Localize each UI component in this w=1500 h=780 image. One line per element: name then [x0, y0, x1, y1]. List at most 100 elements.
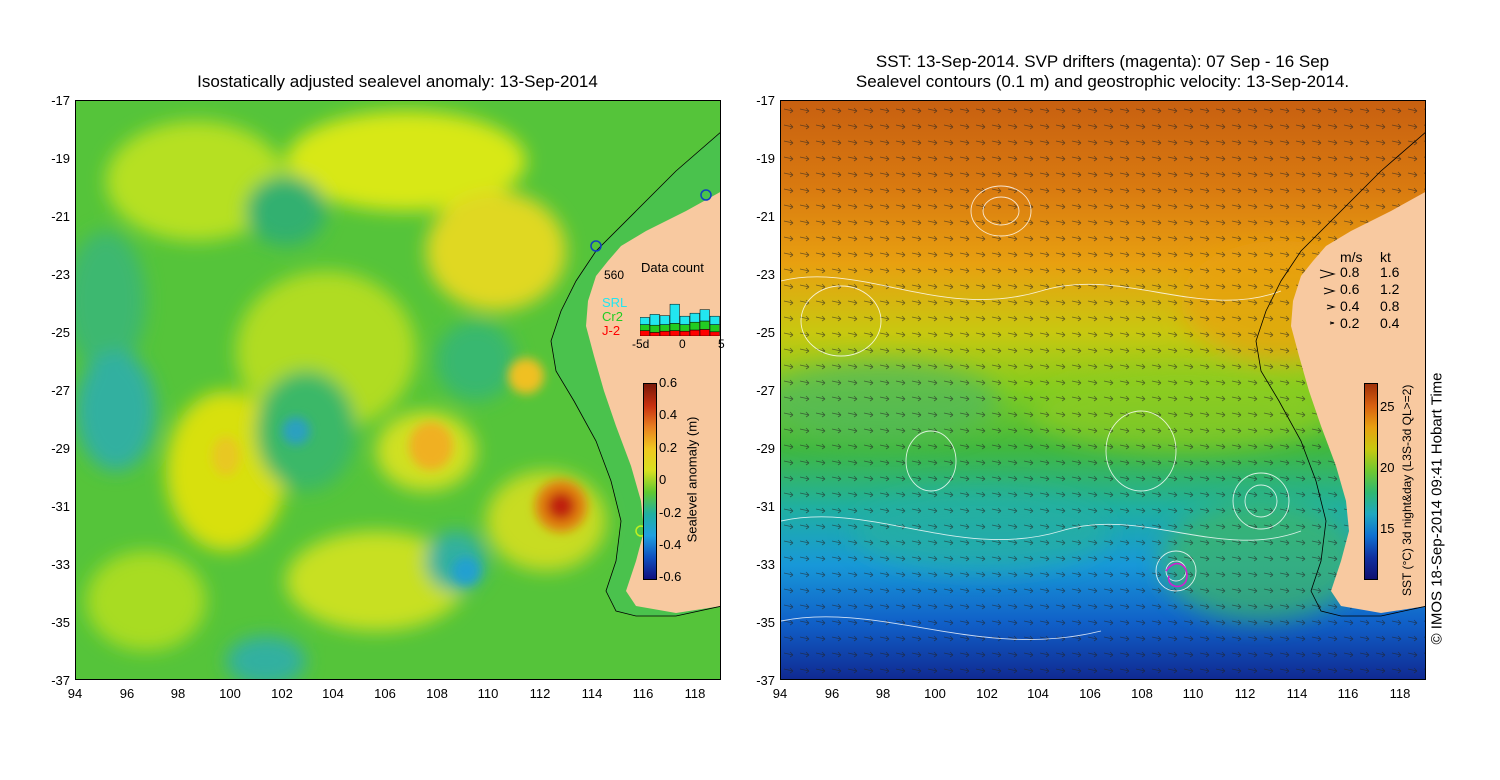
- legend-cr2: Cr2: [602, 309, 623, 324]
- sst-cbar-tick: 25: [1380, 399, 1395, 414]
- left-x-tick: 116: [632, 686, 654, 701]
- right-y-tick: -37: [756, 673, 775, 688]
- data-count-bar-srl: [679, 315, 690, 325]
- data-count-bar-srl: [649, 314, 660, 326]
- data-count-x-tick: -5d: [632, 337, 650, 351]
- right-x-tick: 100: [924, 686, 946, 701]
- right-x-tick: 98: [875, 686, 891, 701]
- sla-cbar-tick: 0: [659, 472, 667, 487]
- data-count-chart: [640, 303, 720, 336]
- right-panel-title-line1: SST: 13-Sep-2014. SVP drifters (magenta)…: [875, 52, 1330, 71]
- data-count-bar-cr2: [689, 321, 700, 331]
- left-y-tick: -33: [51, 557, 70, 572]
- sst-colorbar-ramp: [1364, 383, 1378, 580]
- right-x-tick: 106: [1079, 686, 1101, 701]
- left-x-tick: 114: [581, 686, 603, 701]
- right-panel-title-line2: Sealevel contours (0.1 m) and geostrophi…: [855, 72, 1350, 91]
- left-y-tick: -17: [51, 93, 70, 108]
- sst-map-svg: [781, 101, 1425, 679]
- data-count-bar-cr2: [649, 324, 660, 333]
- right-y-tick: -25: [756, 325, 775, 340]
- data-count-bar-j2: [709, 331, 720, 336]
- right-y-tick: -33: [756, 557, 775, 572]
- velocity-ms-value: 0.4: [1340, 298, 1360, 314]
- left-y-tick: -29: [51, 441, 70, 456]
- left-x-tick: 108: [426, 686, 448, 701]
- left-panel-title: Isostatically adjusted sealevel anomaly:…: [197, 72, 598, 91]
- imos-credit: © IMOS 18-Sep-2014 09:41 Hobart Time: [1428, 372, 1446, 645]
- data-count-bar-srl: [689, 312, 700, 323]
- velocity-ms-value: 0.8: [1340, 264, 1360, 280]
- left-y-tick: -19: [51, 151, 70, 166]
- left-x-tick: 110: [477, 686, 499, 701]
- data-count-bar-j2: [679, 330, 690, 336]
- sst-cbar-tick: 20: [1380, 460, 1395, 475]
- data-count-bar-j2: [659, 330, 670, 336]
- data-count-bar-j2: [640, 330, 650, 336]
- sst-map: [780, 100, 1426, 680]
- right-y-tick: -35: [756, 615, 775, 630]
- left-x-tick: 94: [67, 686, 83, 701]
- legend-srl: SRL: [602, 295, 628, 310]
- sealevel-anomaly-map: [75, 100, 721, 680]
- land-mass: [1291, 192, 1425, 613]
- sst-cbar-tick: 15: [1380, 521, 1395, 536]
- right-y-tick: -19: [756, 151, 775, 166]
- data-count-bar-cr2: [669, 323, 680, 331]
- data-count-bar-srl: [659, 315, 670, 325]
- data-count-max: 560: [604, 268, 625, 282]
- data-count-bar-cr2: [659, 324, 670, 332]
- left-y-tick: -27: [51, 383, 70, 398]
- right-x-tick: 110: [1182, 686, 1204, 701]
- right-y-tick: -23: [756, 267, 775, 282]
- data-count-bar-cr2: [640, 324, 650, 331]
- left-x-tick: 96: [119, 686, 135, 701]
- velocity-unit-ms: m/s: [1340, 249, 1363, 265]
- right-x-tick: 118: [1389, 686, 1411, 701]
- right-y-tick: -31: [756, 499, 775, 514]
- data-count-title: Data count: [641, 260, 704, 275]
- left-x-tick: 118: [684, 686, 706, 701]
- data-count-bar-srl: [709, 315, 720, 325]
- left-y-tick: -37: [51, 673, 70, 688]
- data-count-bar-cr2: [699, 320, 710, 330]
- sst-colorbar-label: SST (°C) 3d night&day (L3S-3d QL>=2): [1400, 384, 1414, 596]
- right-x-tick: 108: [1131, 686, 1153, 701]
- data-count-x-tick: 5: [718, 337, 725, 351]
- data-count-bar-cr2: [679, 324, 690, 332]
- sla-cbar-tick: 0.2: [659, 440, 678, 455]
- right-x-tick: 94: [772, 686, 788, 701]
- right-x-tick: 102: [976, 686, 998, 701]
- data-count-bar-j2: [699, 329, 710, 336]
- sla-colorbar-label: Sealevel anomaly (m): [684, 416, 700, 543]
- left-x-tick: 100: [219, 686, 241, 701]
- left-y-tick: -23: [51, 267, 70, 282]
- right-x-tick: 104: [1027, 686, 1049, 701]
- data-count-bar-j2: [669, 330, 680, 336]
- right-x-tick: 114: [1286, 686, 1308, 701]
- data-count-bar-srl: [669, 303, 680, 324]
- sla-cbar-tick: -0.2: [659, 505, 682, 520]
- sla-cbar-tick: -0.4: [659, 537, 682, 552]
- data-count-x-tick: 0: [679, 337, 686, 351]
- data-count-bar-j2: [689, 329, 700, 336]
- left-y-tick: -35: [51, 615, 70, 630]
- data-count-bar-cr2: [709, 324, 720, 333]
- velocity-kt-value: 0.4: [1380, 315, 1400, 331]
- right-y-tick: -21: [756, 209, 775, 224]
- right-x-tick: 116: [1337, 686, 1359, 701]
- right-x-tick: 96: [824, 686, 840, 701]
- sla-cbar-tick: 0.6: [659, 375, 678, 390]
- data-count-bar-srl: [640, 317, 650, 325]
- velocity-kt-value: 1.2: [1380, 281, 1400, 297]
- right-x-tick: 112: [1234, 686, 1256, 701]
- sla-map-svg: [76, 101, 720, 679]
- left-x-tick: 106: [374, 686, 396, 701]
- data-count-bar-j2: [649, 332, 660, 336]
- left-x-tick: 98: [170, 686, 186, 701]
- right-y-tick: -29: [756, 441, 775, 456]
- right-y-tick: -27: [756, 383, 775, 398]
- left-y-tick: -21: [51, 209, 70, 224]
- left-y-tick: -31: [51, 499, 70, 514]
- velocity-kt-value: 0.8: [1380, 298, 1400, 314]
